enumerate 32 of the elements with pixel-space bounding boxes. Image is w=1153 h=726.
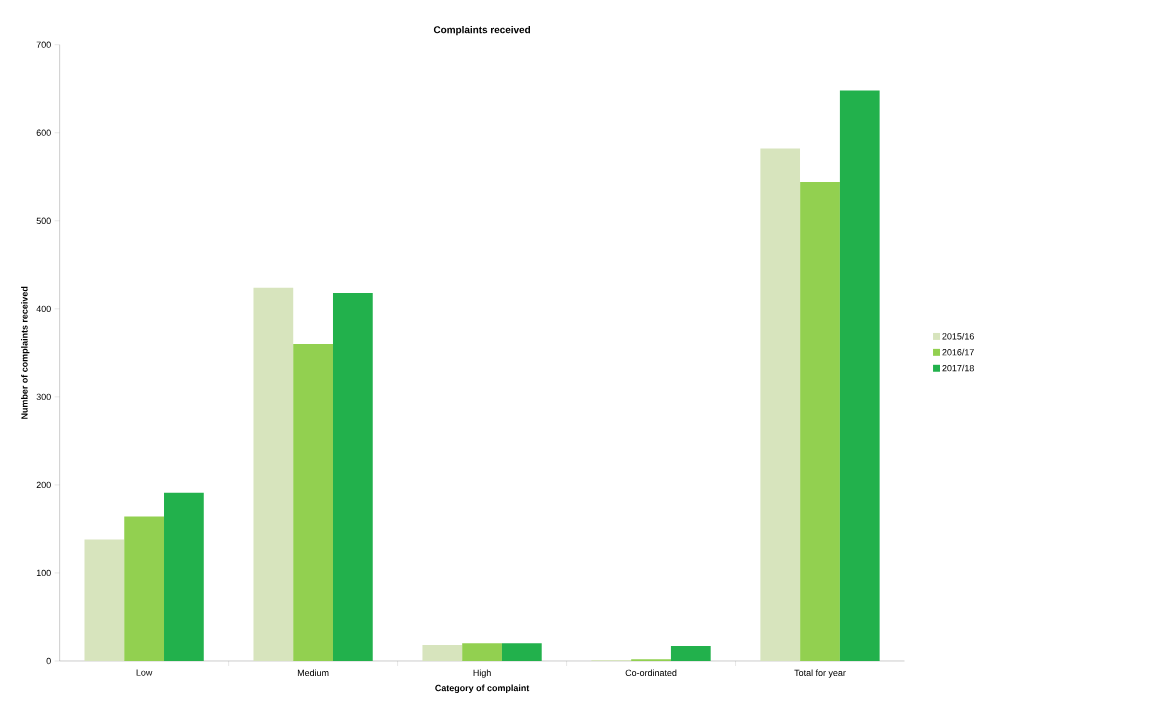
bar <box>332 293 373 662</box>
bar <box>760 148 801 662</box>
bar <box>462 643 502 662</box>
x-tick-label: Total for year <box>794 669 846 678</box>
y-tick-label: 100 <box>36 569 51 577</box>
x-tick-label: Medium <box>297 669 329 677</box>
y-tick-label: 300 <box>36 393 51 401</box>
y-tick-label: 400 <box>36 305 51 313</box>
x-axis-title: Category of complaint <box>435 684 530 694</box>
bar <box>670 646 711 662</box>
bar <box>164 493 204 662</box>
legend-label: 2017/18 <box>942 364 974 372</box>
legend-label: 2015/16 <box>942 333 974 340</box>
bar <box>253 287 294 662</box>
y-tick-label: 600 <box>36 129 51 137</box>
bar <box>293 344 333 662</box>
y-tick-label: 200 <box>36 481 51 489</box>
bar <box>839 90 880 662</box>
bar <box>501 643 542 662</box>
chart-title: Complaints received <box>433 26 531 36</box>
y-axis-title: Number of complaints received <box>21 287 30 420</box>
bar <box>84 539 125 662</box>
y-tick-label: 500 <box>36 217 51 225</box>
bar <box>422 645 463 662</box>
x-tick-label: High <box>473 669 491 678</box>
x-tick-label: Low <box>136 669 153 676</box>
bar <box>800 182 840 662</box>
bar <box>124 516 165 662</box>
x-tick-label: Co-ordinated <box>625 669 677 677</box>
legend-label: 2016/17 <box>942 349 974 356</box>
y-tick-label: 0 <box>46 658 51 665</box>
y-tick-label: 700 <box>36 41 51 49</box>
